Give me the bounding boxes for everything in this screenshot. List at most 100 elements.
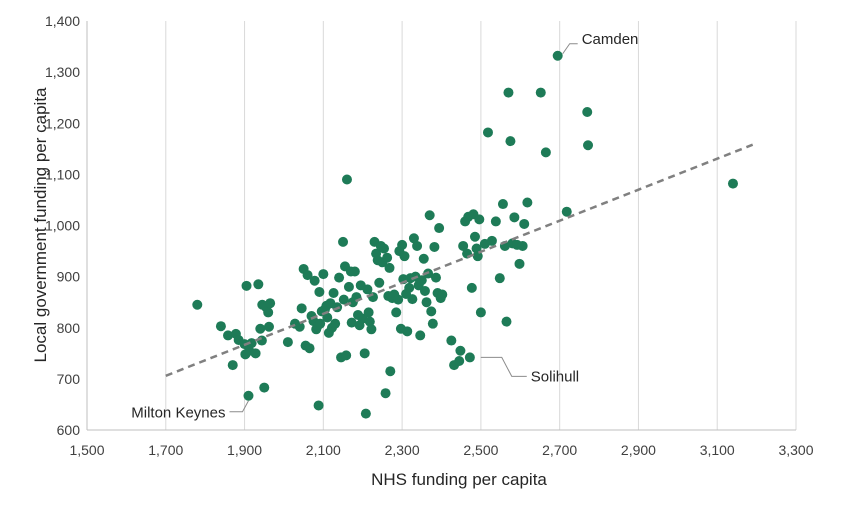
data-point (378, 243, 389, 254)
data-point (519, 218, 530, 229)
data-point (241, 280, 252, 291)
data-point (471, 243, 482, 254)
data-point (343, 281, 354, 292)
data-point (424, 210, 435, 221)
data-point (380, 388, 391, 399)
data-point (359, 348, 370, 359)
data-point (540, 147, 551, 158)
data-point (246, 338, 257, 349)
data-point (430, 272, 441, 283)
y-tick-label: 1,400 (45, 13, 80, 29)
y-tick-label: 800 (57, 320, 81, 336)
x-tick-label: 1,900 (227, 442, 262, 458)
trendline (165, 143, 754, 377)
x-tick-label: 2,500 (463, 442, 498, 458)
data-point (366, 324, 377, 335)
y-tick-label: 600 (57, 422, 81, 438)
x-tick-label: 3,100 (700, 442, 735, 458)
data-point (552, 50, 563, 61)
data-point (374, 277, 385, 288)
data-point (418, 253, 429, 264)
data-point (475, 307, 486, 318)
data-point (583, 140, 594, 151)
data-point (338, 236, 349, 247)
annotation-leader-line (229, 400, 249, 413)
data-point (454, 355, 465, 366)
data-point (314, 286, 325, 297)
data-point (302, 270, 313, 281)
data-point (250, 348, 261, 359)
data-point (509, 212, 520, 223)
data-point (384, 262, 395, 273)
data-point (330, 318, 341, 329)
data-point (362, 284, 373, 295)
x-tick-label: 2,900 (621, 442, 656, 458)
data-point (318, 269, 329, 280)
data-point (363, 307, 374, 318)
data-point (469, 231, 480, 242)
data-point (535, 87, 546, 98)
data-point (227, 360, 238, 371)
gridlines (165, 21, 797, 430)
data-point (364, 316, 375, 327)
data-point (402, 326, 413, 337)
annotation-leader-line (562, 43, 578, 55)
data-point (446, 335, 457, 346)
data-point (304, 343, 315, 354)
x-axis-title: NHS funding per capita (371, 470, 547, 489)
data-point (243, 390, 254, 401)
data-point (494, 273, 505, 284)
data-point (727, 178, 738, 189)
data-point (522, 197, 533, 208)
y-tick-label: 1,200 (45, 115, 80, 131)
y-tick-label: 1,000 (45, 218, 80, 234)
data-point (472, 251, 483, 262)
data-point (341, 350, 352, 361)
data-point (263, 321, 274, 332)
data-point (486, 235, 497, 246)
y-axis-title: Local government funding per capita (31, 87, 50, 363)
data-point (349, 266, 360, 277)
x-tick-label: 3,300 (778, 442, 813, 458)
data-point (415, 330, 426, 341)
data-point (429, 241, 440, 252)
data-point (412, 240, 423, 251)
data-point (397, 239, 408, 250)
data-point (482, 127, 493, 138)
data-point (255, 323, 266, 334)
data-point (360, 408, 371, 419)
data-point (582, 107, 593, 118)
y-tick-labels: 600 700 800 900 1,000 1,100 1,200 1,300 1,400 (45, 13, 80, 438)
data-point (341, 174, 352, 185)
data-point (265, 298, 276, 309)
data-point (315, 318, 326, 329)
x-tick-label: 1,500 (69, 442, 104, 458)
data-point (517, 240, 528, 251)
data-point (474, 214, 485, 225)
x-tick-label: 2,300 (385, 442, 420, 458)
data-point (322, 312, 333, 323)
data-point (259, 382, 270, 393)
data-point (393, 294, 404, 305)
annotation-label: Solihull (531, 368, 579, 385)
data-point (223, 330, 234, 341)
data-point (192, 299, 203, 310)
data-point (505, 136, 516, 147)
y-tick-label: 1,300 (45, 64, 80, 80)
trendline-group (165, 143, 754, 377)
data-point (346, 317, 357, 328)
data-point (421, 297, 432, 308)
data-point (296, 303, 307, 314)
data-point (391, 307, 402, 318)
data-point (434, 223, 445, 234)
data-point (294, 321, 305, 332)
data-point (215, 321, 226, 332)
data-point (404, 282, 415, 293)
data-point (408, 233, 419, 244)
data-point (464, 352, 475, 363)
data-point (313, 400, 324, 411)
data-point (416, 275, 427, 286)
data-point (309, 275, 320, 286)
data-point (253, 279, 264, 290)
